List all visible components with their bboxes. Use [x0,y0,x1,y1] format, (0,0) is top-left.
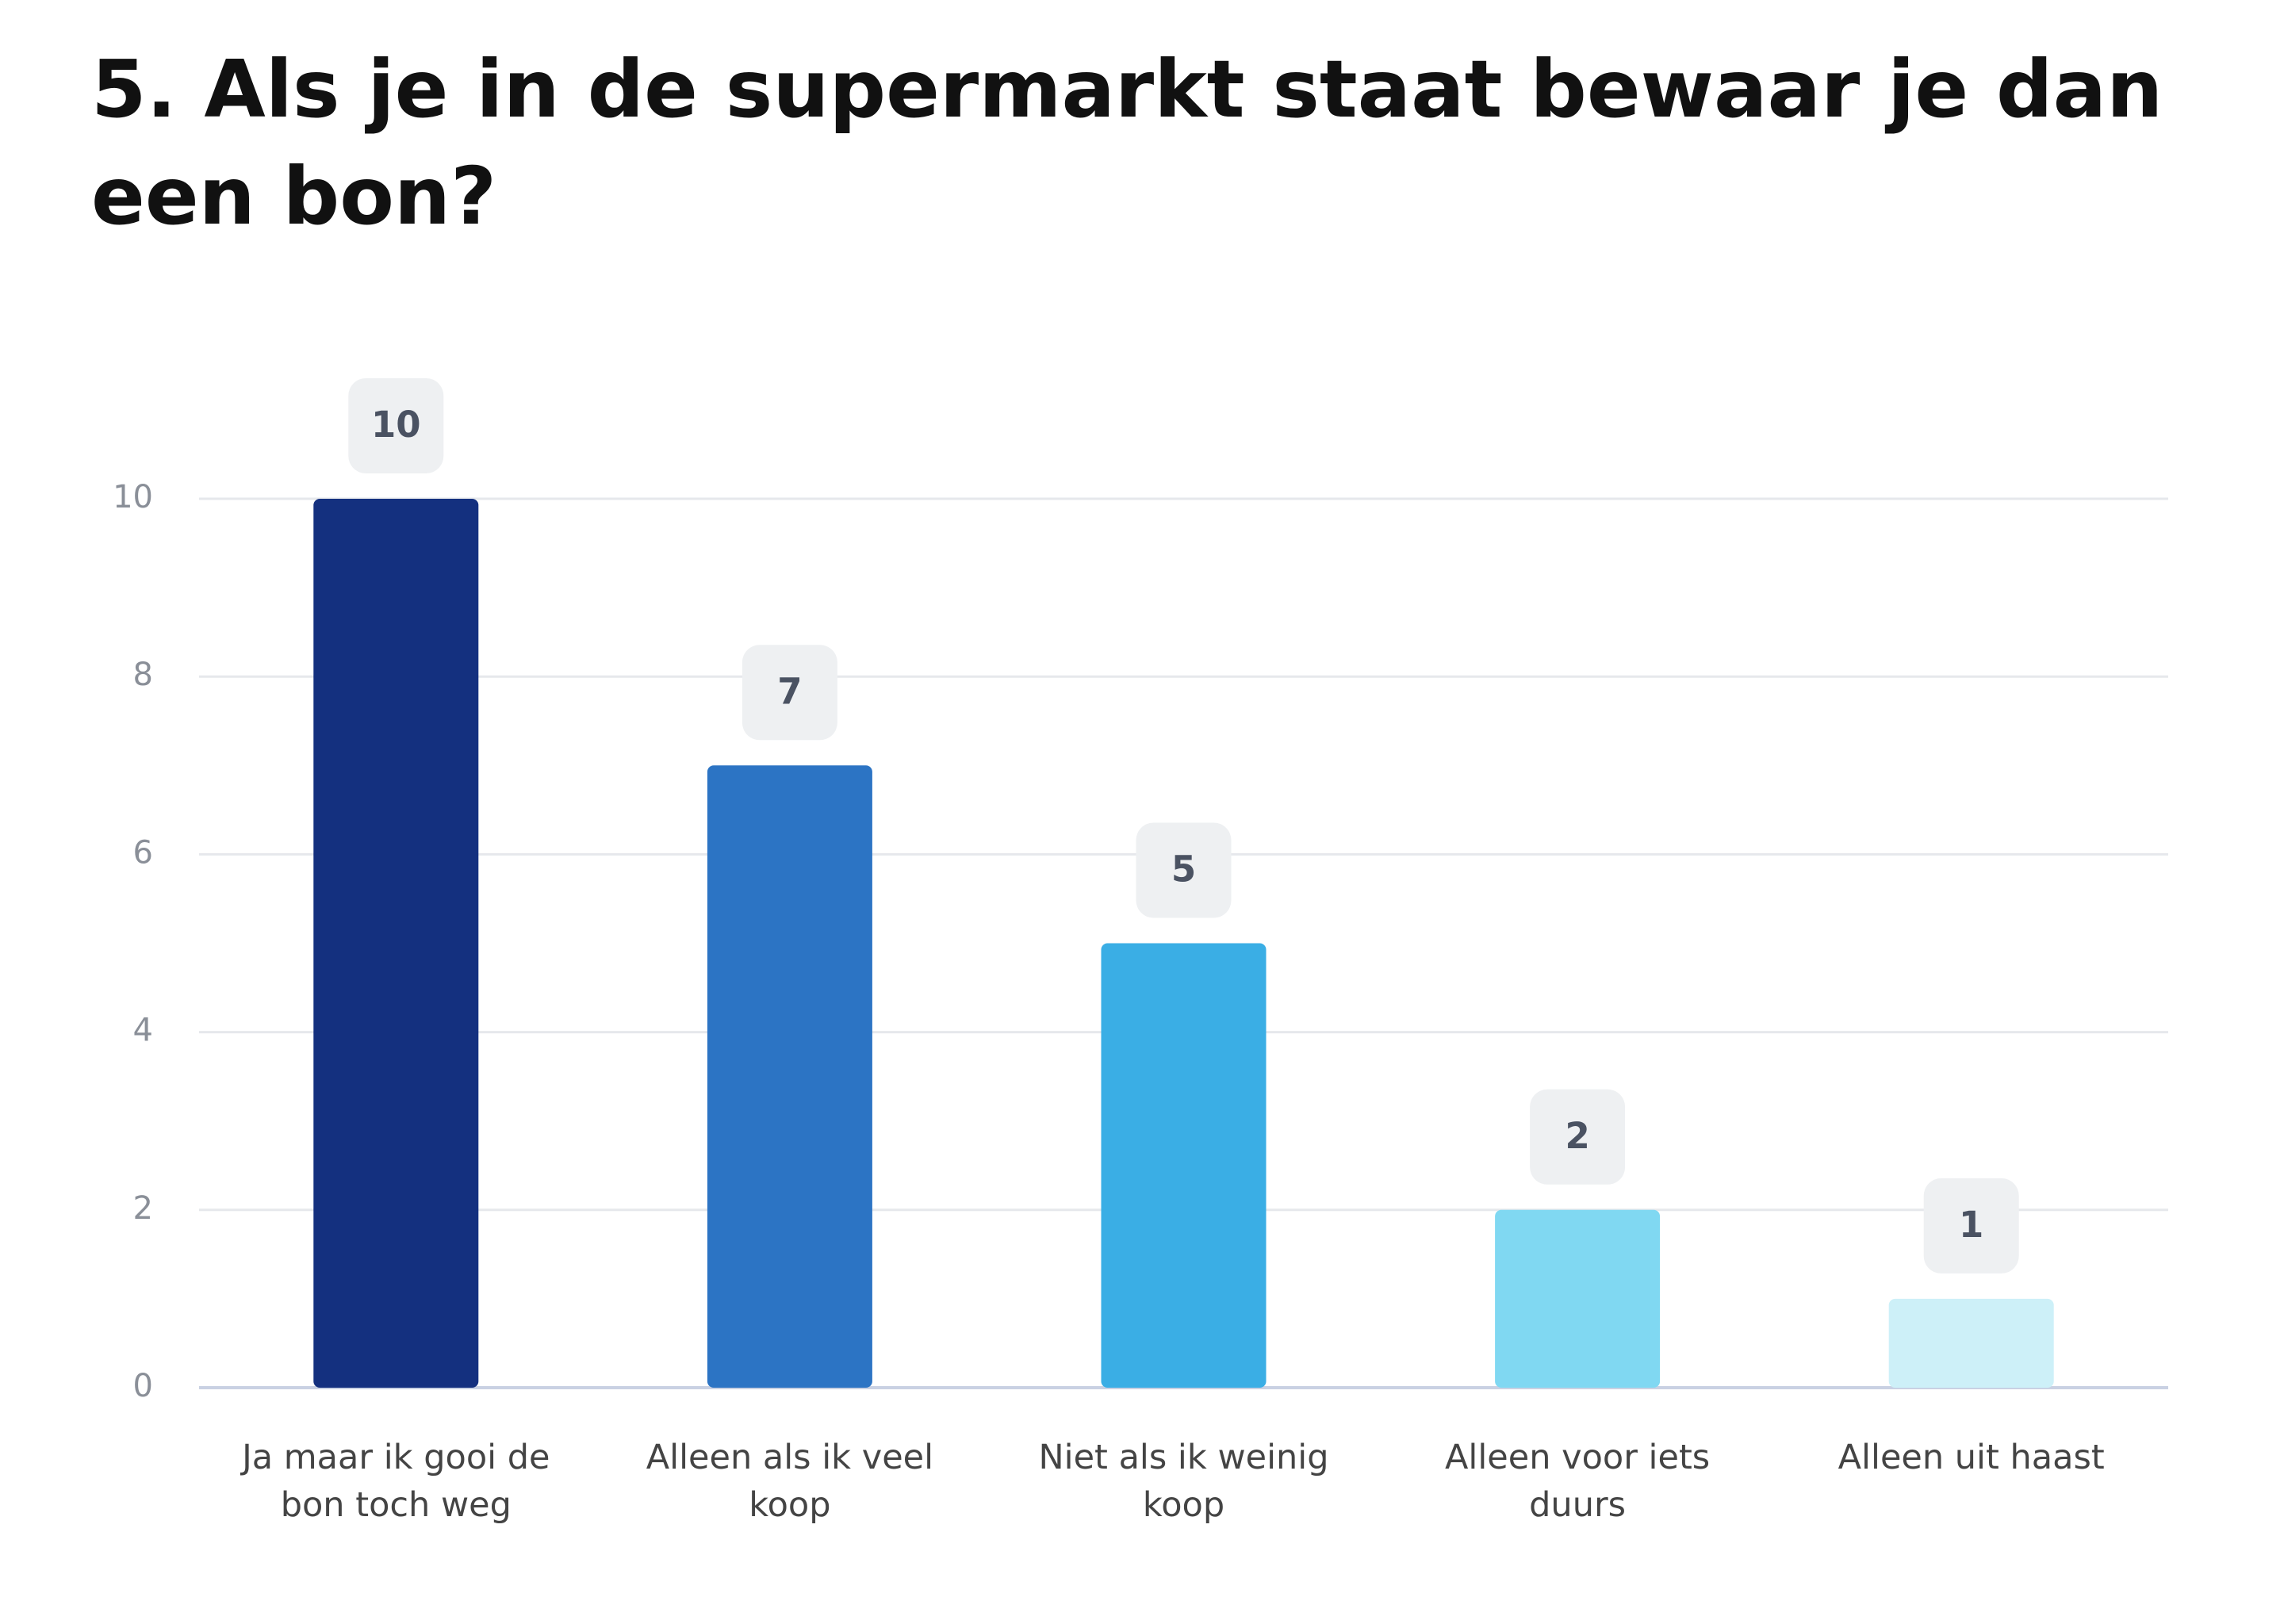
value-label-text: 2 [1565,1115,1589,1157]
x-tick-label: Alleen als ik veel koop [646,1438,934,1525]
x-tick-label: Alleen voor iets duurs [1444,1438,1711,1525]
value-label-box [742,645,837,741]
value-label-text: 5 [1171,848,1196,891]
value-label: 10 [348,378,444,473]
value-label-text: 10 [371,404,421,446]
x-tick-label: Ja maar ik gooi de bon toch weg [242,1438,550,1525]
value-label-box [348,378,444,473]
value-label-box [1530,1089,1626,1185]
value-label: 2 [1530,1089,1626,1185]
value-label-box [1136,822,1232,918]
value-label-box [1923,1178,2019,1274]
y-tick-label: 2 [133,1190,153,1227]
y-tick-label: 4 [133,1013,153,1049]
bar [1101,943,1267,1388]
bar [1495,1209,1661,1388]
chart-title: 5. Als je in de supermarkt staat bewaar … [91,43,2163,243]
bar [313,499,479,1388]
y-tick-label: 6 [133,834,153,871]
value-label: 1 [1923,1178,2019,1274]
value-label: 5 [1136,822,1232,918]
value-label-text: 7 [777,670,802,712]
y-tick-label: 0 [133,1368,153,1404]
y-tick-label: 8 [133,657,153,693]
bar [707,765,872,1388]
bar [1888,1298,2054,1388]
value-label-text: 1 [1959,1204,1983,1246]
value-label: 7 [742,645,837,741]
x-tick-label: Alleen uit haast [1838,1438,2105,1477]
x-tick-label: Niet als ik weinig koop [1038,1438,1329,1525]
y-tick-label: 10 [113,479,153,515]
